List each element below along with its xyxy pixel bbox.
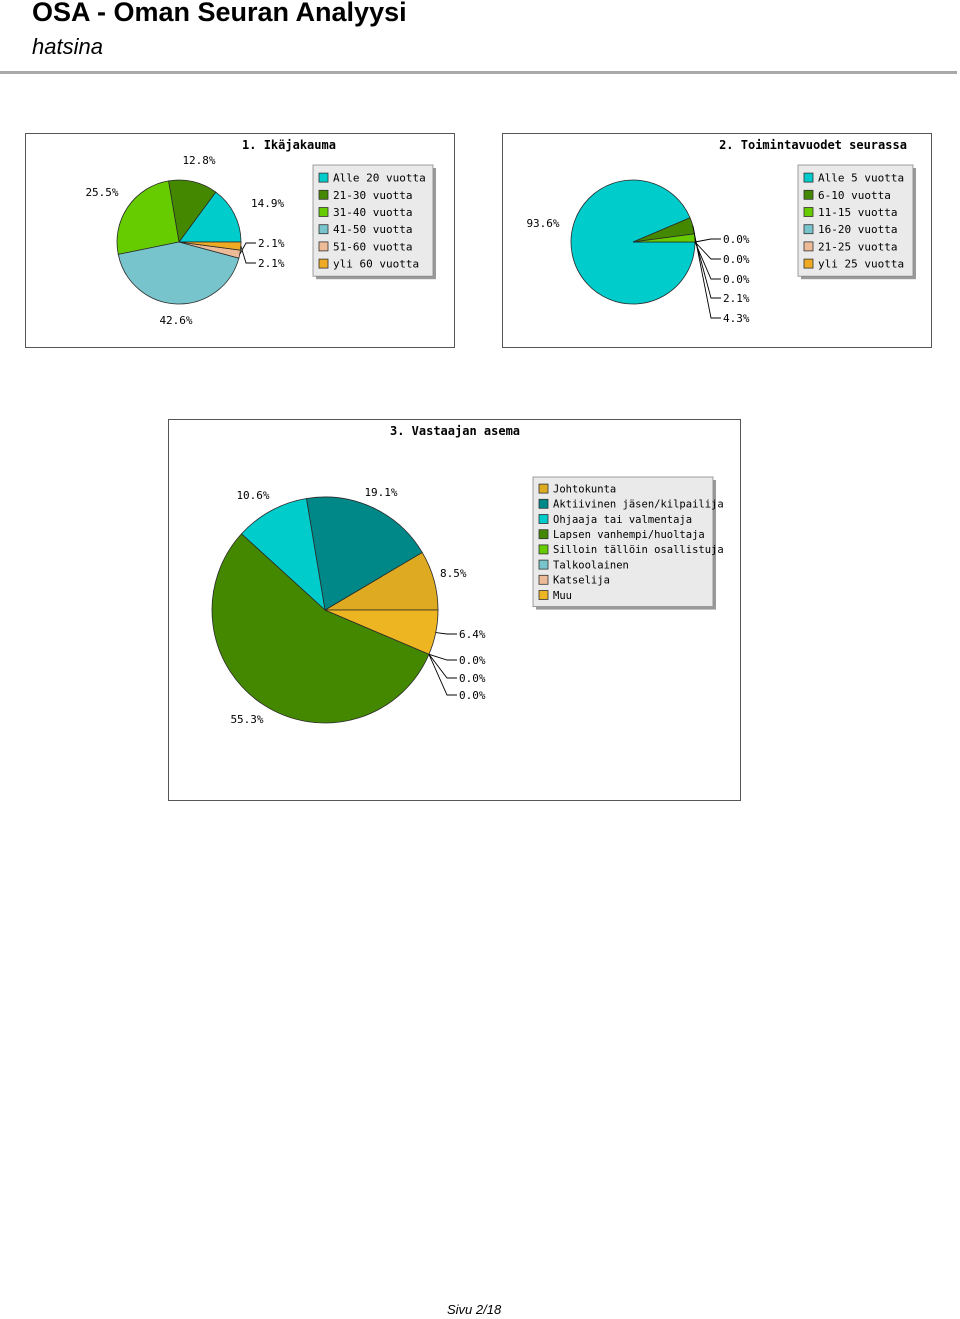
legend-swatch [318, 258, 329, 269]
label-leader-line [692, 225, 721, 319]
legend-label: Talkoolainen [553, 559, 629, 571]
slice-value-label: 12.8% [182, 154, 215, 167]
slice-value-label: 2.1% [258, 237, 285, 250]
legend-label: 21-25 vuotta [818, 240, 897, 253]
legend-swatch [538, 559, 549, 570]
pie-slice [305, 496, 423, 611]
legend-label: Katselija [553, 575, 610, 587]
legend-label: Alle 20 vuotta [333, 172, 426, 185]
slice-value-label: 0.0% [723, 253, 750, 266]
legend-swatch [538, 498, 549, 509]
slice-value-label: 19.1% [364, 486, 397, 499]
legend-label: 11-15 vuotta [818, 206, 897, 219]
slice-value-label: 0.0% [723, 273, 750, 286]
chart-membership-years: 2. Toimintavuodet seurassa 93.6% 4.3% 2.1% 0… [502, 133, 932, 348]
legend-box [312, 164, 434, 277]
label-leader-line [428, 653, 457, 679]
legend-swatch [318, 241, 329, 252]
legend-label: Muu [553, 590, 572, 602]
pie-chart-svg: 1. Ikäjakauma 14.9% 12.8% 25.5% 42.6% 2.1% 2.1… [85, 138, 436, 327]
legend-swatch [803, 207, 814, 217]
slice-value-label: 0.0% [459, 672, 486, 685]
slice-value-label: 4.3% [723, 312, 750, 325]
legend-label: Johtokunta [553, 483, 616, 495]
pie-chart-svg: 3. Vastaajan asema 8.5% 19.1% 10.6% 55.3% 0.0… [211, 424, 724, 726]
slice-value-label: 2.1% [723, 292, 750, 305]
label-leader-line [435, 632, 457, 635]
chart-age-distribution: 1. Ikäjakauma 14.9% 12.8% 25.5% 42.6% 2.1% 2.1… [25, 133, 455, 348]
label-leader-line [240, 245, 256, 264]
page-title: OSA - Oman Seuran Analyysi [32, 0, 407, 27]
legend-swatch [538, 590, 549, 600]
legend-label: yli 25 vuotta [818, 258, 904, 271]
legend-swatch [803, 172, 814, 183]
slice-value-label: 0.0% [459, 689, 486, 702]
chart-title: 2. Toimintavuodet seurassa [719, 138, 907, 152]
legend-swatch [803, 241, 814, 252]
slice-value-label: 8.5% [440, 567, 467, 580]
legend-label: Aktiivinen jäsen/kilpailija [553, 499, 724, 511]
legend-swatch [538, 544, 549, 555]
legend-swatch [538, 483, 549, 494]
legend-swatch [538, 574, 549, 585]
page-subtitle: hatsina [32, 34, 103, 59]
legend-label: 6-10 vuotta [818, 189, 891, 202]
label-leader-line [694, 241, 721, 260]
slice-value-label: 0.0% [459, 654, 486, 667]
legend-label: 41-50 vuotta [333, 223, 412, 236]
slice-value-label: 2.1% [258, 257, 285, 270]
pie-slice [211, 533, 430, 724]
pie-slice [178, 241, 242, 251]
slice-value-label: 93.6% [526, 217, 559, 230]
slice-value-label: 0.0% [723, 233, 750, 246]
pie-slice [117, 241, 240, 305]
header-divider [0, 71, 957, 74]
legend-swatch [318, 207, 329, 217]
pie-slice [240, 498, 326, 612]
slice-value-label: 6.4% [459, 628, 486, 641]
chart-title: 3. Vastaajan asema [390, 424, 520, 438]
legend-label: 16-20 vuotta [818, 223, 897, 236]
legend-label: 51-60 vuotta [333, 240, 412, 253]
legend-label: 31-40 vuotta [333, 206, 412, 219]
slice-value-label: 25.5% [85, 186, 118, 199]
pie-slice [178, 191, 242, 243]
chart-respondent-role: 3. Vastaajan asema 8.5% 19.1% 10.6% 55.3% 0.0… [168, 419, 741, 801]
legend-label: Lapsen vanhempi/huoltaja [553, 529, 705, 541]
legend-swatch [803, 258, 814, 269]
legend-box [797, 164, 914, 277]
legend-label: Alle 5 vuotta [818, 172, 904, 185]
slice-value-label: 14.9% [251, 197, 284, 210]
slice-value-label: 42.6% [159, 314, 192, 327]
legend-swatch [538, 529, 549, 540]
legend-label: 21-30 vuotta [333, 189, 412, 202]
label-leader-line [239, 242, 256, 255]
label-leader-line [694, 241, 721, 280]
legend-swatch [318, 172, 329, 183]
legend-label: Silloin tällöin osallistuja [553, 544, 724, 556]
label-leader-line [428, 653, 457, 661]
label-leader-line [694, 238, 721, 243]
legend-label: yli 60 vuotta [333, 258, 419, 271]
pie-chart-svg: 2. Toimintavuodet seurassa 93.6% 4.3% 2.1% 0… [526, 138, 916, 325]
chart-title: 1. Ikäjakauma [242, 138, 336, 152]
legend-label: Ohjaaja tai valmentaja [553, 514, 692, 526]
legend-swatch [318, 189, 329, 200]
pie-slice [116, 180, 180, 255]
slice-value-label: 10.6% [236, 489, 269, 502]
slice-value-label: 55.3% [230, 713, 263, 726]
legend-swatch [803, 189, 814, 200]
legend-swatch [803, 224, 814, 235]
label-leader-line [694, 237, 721, 299]
legend-box [532, 476, 714, 608]
legend-swatch [318, 224, 329, 235]
legend-swatch [538, 514, 549, 524]
page-number: Sivu 2/18 [447, 1302, 502, 1317]
label-leader-line [428, 654, 457, 696]
